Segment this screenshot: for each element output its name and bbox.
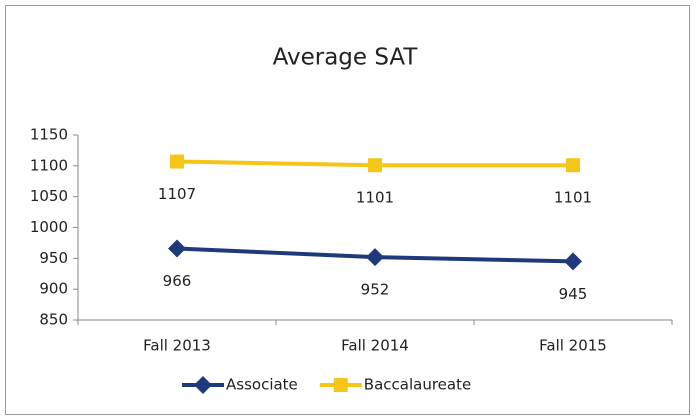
y-tick-label: 900 bbox=[39, 280, 68, 298]
data-label: 1101 bbox=[356, 189, 394, 207]
y-tick-label: 1150 bbox=[30, 126, 68, 144]
chart-title: Average SAT bbox=[273, 45, 419, 71]
legend-label: Associate bbox=[226, 376, 298, 394]
x-tick-label: Fall 2013 bbox=[143, 337, 211, 355]
data-label: 966 bbox=[163, 272, 192, 290]
data-label: 945 bbox=[559, 285, 588, 303]
y-tick-label: 950 bbox=[39, 249, 68, 267]
point-marker bbox=[170, 154, 184, 169]
data-label: 952 bbox=[361, 281, 390, 299]
y-tick-label: 1050 bbox=[30, 187, 68, 205]
legend-marker bbox=[194, 376, 212, 394]
legend-label: Baccalaureate bbox=[364, 376, 471, 394]
point-marker bbox=[368, 158, 382, 173]
point-marker bbox=[566, 158, 580, 173]
y-tick-label: 850 bbox=[39, 311, 68, 329]
y-tick-label: 1000 bbox=[30, 218, 68, 236]
point-marker bbox=[168, 239, 186, 258]
x-tick-label: Fall 2015 bbox=[539, 337, 607, 355]
point-marker bbox=[366, 248, 384, 267]
data-label: 1107 bbox=[158, 185, 196, 203]
chart-border bbox=[5, 5, 690, 415]
y-tick-label: 1100 bbox=[30, 156, 68, 174]
legend-marker bbox=[333, 378, 348, 392]
x-tick-label: Fall 2014 bbox=[341, 337, 409, 355]
point-marker bbox=[564, 252, 582, 271]
data-label: 1101 bbox=[554, 189, 592, 207]
